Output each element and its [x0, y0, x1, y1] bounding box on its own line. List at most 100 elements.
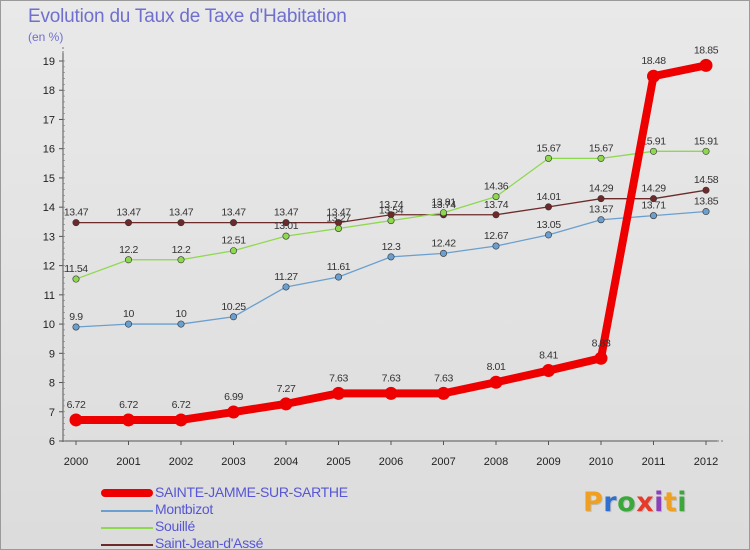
data-label: 12.51 [221, 235, 246, 247]
x-tick-label: 2012 [694, 456, 718, 468]
data-point [334, 224, 342, 232]
data-point [282, 232, 290, 240]
data-point [544, 231, 552, 239]
data-label: 7.27 [277, 383, 296, 395]
data-label: 10 [123, 308, 134, 320]
data-point [544, 154, 552, 162]
unit-note: (en %) [28, 30, 64, 44]
y-tick-label: 14 [43, 202, 55, 214]
legend-label: Souillé [155, 518, 195, 534]
x-tick-label: 2002 [169, 456, 193, 468]
y-tick-label: 13 [43, 231, 55, 243]
legend-swatch [101, 510, 153, 512]
data-label: 13.27 [326, 212, 351, 224]
data-point [72, 323, 80, 331]
logo-letter: P [583, 487, 604, 518]
data-point [69, 413, 83, 427]
data-label: 14.01 [536, 191, 561, 203]
data-label: 6.72 [119, 399, 138, 411]
data-point [332, 386, 345, 400]
data-point [230, 219, 238, 227]
data-point [439, 249, 447, 257]
data-label: 11.61 [327, 261, 351, 273]
data-point [125, 256, 133, 264]
data-label: 13.71 [641, 200, 666, 212]
data-point [492, 211, 500, 219]
data-label: 13.47 [274, 207, 299, 219]
x-tick-label: 2003 [221, 456, 245, 468]
data-label: 10.25 [221, 301, 246, 313]
data-point [227, 405, 240, 419]
data-label: 13.74 [379, 199, 404, 211]
data-point [492, 242, 500, 250]
data-label: 15.67 [536, 142, 561, 154]
data-label: 8.83 [592, 337, 611, 349]
data-label: 9.9 [69, 311, 83, 323]
data-label: 11.54 [64, 263, 88, 275]
data-label: 6.99 [224, 391, 243, 403]
data-point [122, 413, 135, 427]
data-point [387, 217, 395, 225]
data-label: 7.63 [329, 372, 348, 384]
data-point [72, 219, 80, 227]
y-tick-label: 6 [49, 436, 55, 448]
data-label: 6.72 [67, 399, 86, 411]
x-tick-label: 2010 [589, 456, 613, 468]
data-label: 13.47 [326, 207, 351, 219]
data-label: 14.58 [694, 174, 719, 186]
y-tick-label: 19 [43, 56, 55, 68]
data-label: 13.74 [484, 199, 509, 211]
x-tick-label: 2009 [536, 456, 560, 468]
legend-swatch [101, 544, 153, 546]
data-label: 13.05 [536, 219, 561, 231]
data-point [125, 219, 133, 227]
x-tick-label: 2011 [642, 456, 666, 468]
data-label: 13.74 [431, 199, 456, 211]
data-point [594, 351, 608, 365]
y-tick-label: 15 [43, 173, 55, 185]
x-tick-label: 2005 [326, 456, 350, 468]
logo-letter: x [636, 487, 655, 518]
data-label: 7.63 [382, 372, 401, 384]
data-point [279, 397, 293, 411]
data-point [230, 313, 238, 321]
data-point [177, 256, 185, 264]
data-point [125, 320, 133, 328]
data-label: 10 [176, 308, 187, 320]
data-label: 13.57 [589, 204, 614, 216]
y-tick-label: 10 [43, 319, 55, 331]
data-point [597, 154, 605, 162]
data-label: 11.27 [274, 271, 298, 283]
logo-letter: r [603, 487, 618, 518]
data-point [489, 375, 503, 389]
data-label: 13.85 [694, 196, 719, 208]
data-point [702, 147, 710, 155]
y-tick-label: 18 [43, 85, 55, 97]
x-tick-label: 2008 [484, 456, 508, 468]
y-tick-label: 16 [43, 144, 55, 156]
data-label: 15.91 [694, 135, 719, 147]
data-label: 8.01 [487, 361, 506, 373]
x-tick-label: 2000 [64, 456, 88, 468]
data-label: 12.42 [431, 237, 456, 249]
data-point [597, 216, 605, 224]
data-label: 12.3 [382, 241, 401, 253]
y-tick-label: 9 [49, 348, 55, 360]
data-label: 13.01 [274, 220, 299, 232]
data-label: 6.72 [172, 399, 191, 411]
y-tick-label: 8 [49, 378, 55, 390]
data-label: 13.47 [221, 207, 246, 219]
chart-title: Evolution du Taux de Taxe d'Habitation [28, 6, 347, 27]
data-point [492, 193, 500, 201]
y-tick-label: 11 [44, 290, 55, 302]
data-point [649, 147, 657, 155]
data-label: 13.81 [431, 197, 456, 209]
data-label: 14.29 [589, 183, 614, 195]
data-point [437, 386, 450, 400]
data-point [542, 364, 555, 378]
data-label: 12.67 [484, 230, 509, 242]
data-point [282, 219, 290, 227]
x-tick-label: 2001 [116, 456, 140, 468]
data-point [649, 195, 657, 203]
